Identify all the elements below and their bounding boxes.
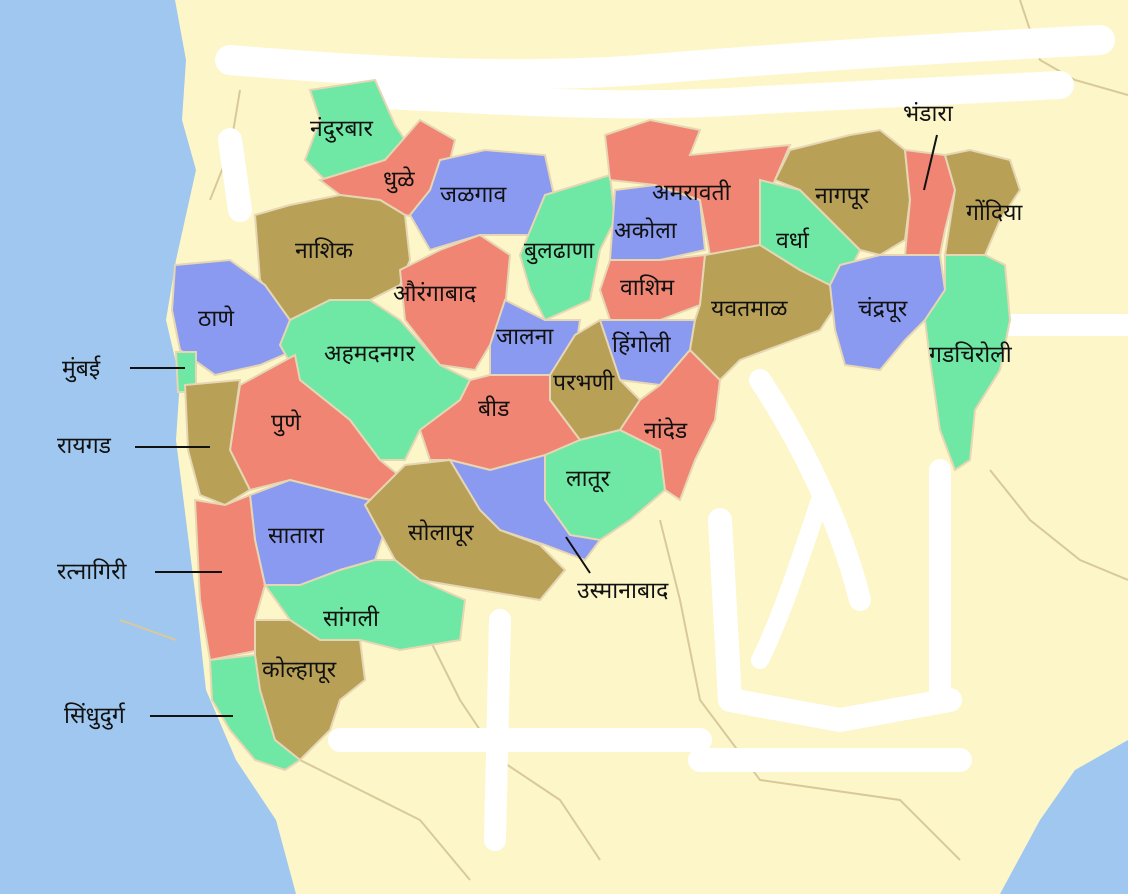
label-aurangabad: औरंगाबाद bbox=[393, 280, 477, 307]
district-chandrapur[interactable] bbox=[828, 254, 947, 372]
label-akola: अकोला bbox=[614, 217, 678, 244]
label-parbhani: परभणी bbox=[553, 369, 615, 396]
district-nanded[interactable] bbox=[618, 348, 722, 502]
label-gadchiroli: गडचिरोली bbox=[929, 341, 1013, 368]
label-raigad: रायगड bbox=[57, 433, 112, 459]
district-nagpur[interactable] bbox=[773, 128, 912, 257]
label-ahmednagar: अहमदनगर bbox=[324, 341, 415, 367]
label-nagpur: नागपूर bbox=[815, 183, 870, 210]
bay-sea bbox=[1000, 740, 1128, 894]
label-chandrapur: चंद्रपूर bbox=[858, 296, 908, 323]
label-sangli: सांगली bbox=[323, 605, 380, 632]
district-gadchiroli[interactable] bbox=[923, 254, 1012, 472]
label-buldhana: बुलढाणा bbox=[524, 238, 595, 265]
label-gondiya: गोंदिया bbox=[966, 199, 1023, 226]
label-latur: लातूर bbox=[566, 466, 611, 493]
district-gondiya[interactable] bbox=[943, 148, 1022, 256]
districts bbox=[170, 78, 1022, 772]
district-labels: नंदुरबार धुळे जळगाव नाशिक ठाणे मुंबई औरं… bbox=[57, 101, 1023, 730]
label-satara: सातारा bbox=[268, 523, 325, 549]
label-kolhapur: कोल्हापूर bbox=[262, 656, 337, 684]
label-thane: ठाणे bbox=[198, 305, 234, 332]
label-sindhudurg: सिंधुदुर्ग bbox=[64, 702, 126, 730]
district-raigad[interactable] bbox=[183, 378, 252, 507]
label-osmanabad: उस्मानाबाद bbox=[577, 578, 669, 604]
label-jalgaon: जळगाव bbox=[440, 182, 507, 208]
gulf-sea bbox=[0, 0, 150, 110]
label-nanded: नांदेड bbox=[644, 417, 688, 444]
label-ratnagiri: रत्नागिरी bbox=[57, 558, 128, 585]
district-washim[interactable] bbox=[598, 253, 707, 321]
label-dhule: धुळे bbox=[383, 166, 415, 194]
label-jalna: जालना bbox=[496, 324, 554, 350]
leader-lines bbox=[130, 134, 938, 717]
label-beed: बीड bbox=[478, 395, 510, 422]
label-yavatmal: यवतमाळ bbox=[711, 296, 788, 322]
label-hingoli: हिंगोली bbox=[612, 331, 672, 358]
label-solapur: सोलापूर bbox=[408, 519, 474, 547]
label-nandurbar: नंदुरबार bbox=[310, 116, 373, 143]
district-ratnagiri[interactable] bbox=[193, 493, 267, 662]
white-erasures bbox=[215, 25, 1128, 851]
label-wardha: वर्धा bbox=[776, 227, 810, 254]
label-nashik: नाशिक bbox=[295, 237, 354, 264]
district-jalgaon[interactable] bbox=[408, 148, 557, 252]
label-bhandara: भंडारा bbox=[903, 101, 954, 127]
label-pune: पुणे bbox=[271, 409, 301, 437]
district-buldhana[interactable] bbox=[518, 173, 617, 322]
district-thane[interactable] bbox=[170, 258, 297, 377]
district-osmanabad[interactable] bbox=[447, 453, 602, 562]
label-mumbai: मुंबई bbox=[62, 355, 101, 383]
label-washim: वाशिम bbox=[620, 274, 675, 301]
label-amravati: अमरावती bbox=[652, 179, 732, 206]
